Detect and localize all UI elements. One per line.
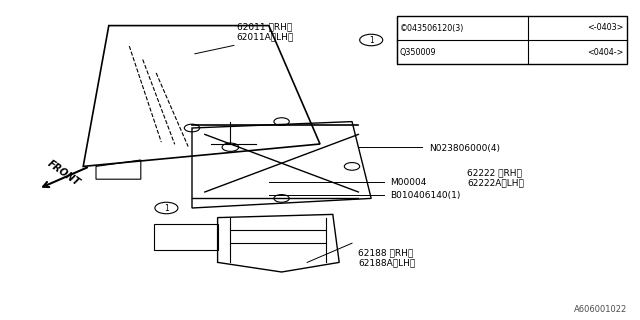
Text: N023806000(4): N023806000(4) [429, 144, 500, 153]
Text: A606001022: A606001022 [574, 305, 627, 314]
Text: ©043506120(3): ©043506120(3) [400, 23, 465, 33]
Text: B010406140(1): B010406140(1) [390, 191, 461, 200]
Text: <0404->: <0404-> [588, 47, 624, 57]
Text: <-0403>: <-0403> [588, 23, 624, 33]
Text: 62188 〈RH〉
62188A〈LH〉: 62188 〈RH〉 62188A〈LH〉 [358, 248, 415, 267]
Text: 1: 1 [369, 36, 374, 44]
Text: FRONT: FRONT [46, 158, 82, 188]
Text: 62011 〈RH〉
62011A〈LH〉: 62011 〈RH〉 62011A〈LH〉 [237, 22, 294, 42]
Text: Q350009: Q350009 [400, 47, 436, 57]
Text: 1: 1 [164, 204, 169, 212]
Text: 62222 〈RH〉
62222A〈LH〉: 62222 〈RH〉 62222A〈LH〉 [467, 168, 524, 187]
Text: M00004: M00004 [390, 178, 427, 187]
Bar [397, 16, 627, 64]
